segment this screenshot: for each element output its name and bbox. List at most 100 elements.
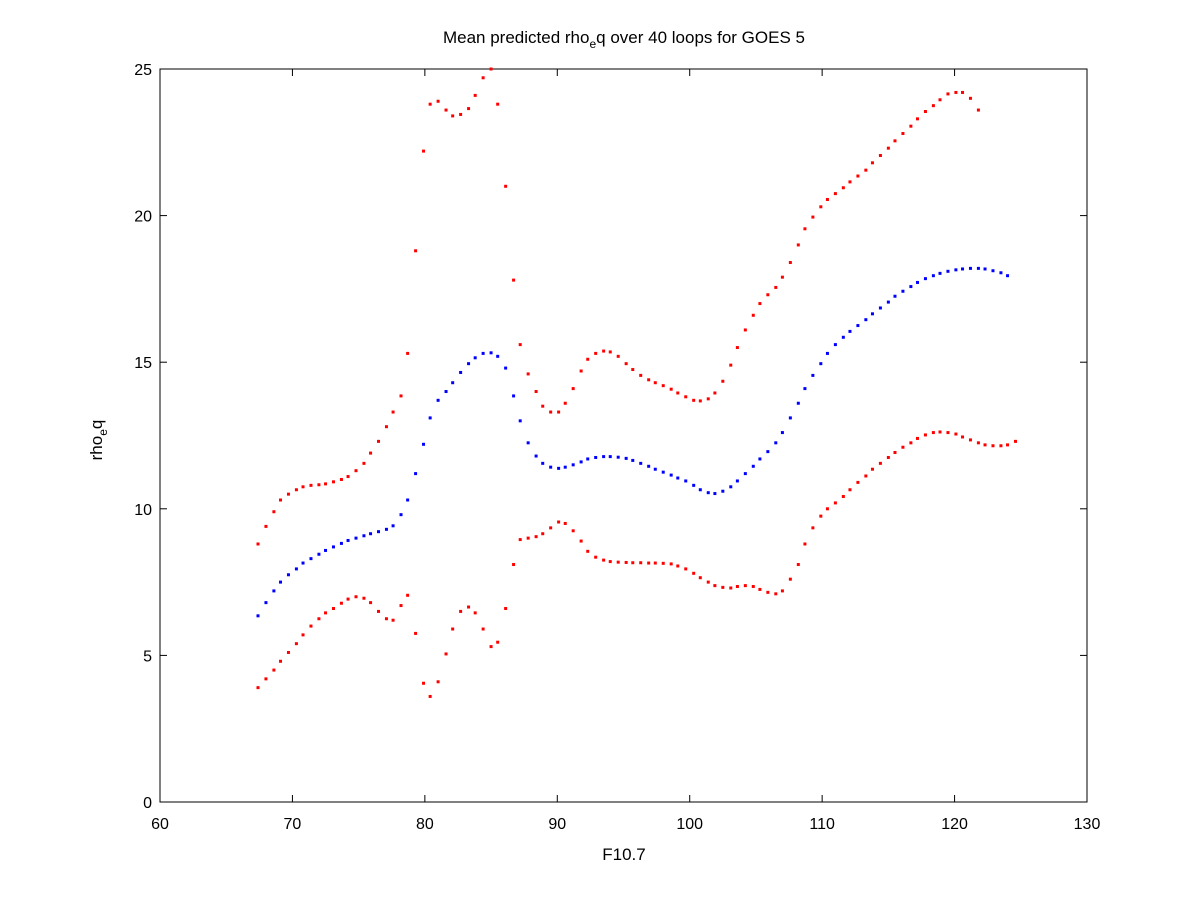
data-point	[377, 609, 381, 613]
x-tick-label: 120	[941, 816, 968, 833]
data-point	[339, 477, 343, 481]
x-tick-label: 110	[809, 816, 835, 833]
data-point	[489, 645, 493, 649]
data-point	[856, 324, 860, 328]
data-point	[833, 343, 837, 347]
data-point	[579, 369, 583, 373]
data-point	[631, 561, 635, 565]
data-point	[586, 357, 590, 361]
data-point	[886, 455, 890, 459]
data-point	[616, 455, 620, 459]
x-tick-label: 80	[416, 816, 434, 833]
data-point	[931, 104, 935, 108]
data-point	[451, 381, 455, 385]
data-point	[391, 524, 395, 528]
data-point	[915, 436, 919, 440]
data-point	[444, 390, 448, 394]
data-point	[504, 606, 508, 610]
data-point	[339, 601, 343, 605]
data-point	[639, 461, 643, 465]
data-point	[780, 589, 784, 593]
data-point	[901, 445, 905, 449]
data-point	[878, 461, 882, 465]
y-tick-label: 0	[143, 795, 152, 812]
data-point	[743, 584, 747, 588]
data-point	[317, 483, 321, 487]
data-point	[286, 573, 290, 577]
data-point	[354, 469, 358, 473]
data-point	[692, 571, 696, 575]
data-point	[774, 592, 778, 596]
data-point	[346, 597, 350, 601]
data-point	[751, 313, 755, 317]
data-point	[647, 464, 651, 468]
data-point	[735, 346, 739, 350]
data-point	[721, 379, 725, 383]
data-point	[653, 467, 657, 471]
data-point	[504, 184, 508, 188]
data-point	[856, 174, 860, 178]
data-point	[766, 293, 770, 297]
data-point	[436, 99, 440, 103]
data-point	[639, 373, 643, 377]
data-point	[496, 102, 500, 106]
data-point	[294, 642, 298, 646]
data-point	[286, 492, 290, 496]
data-point	[451, 627, 455, 631]
data-point	[864, 318, 868, 322]
data-point	[481, 76, 485, 80]
data-point	[647, 561, 651, 565]
data-point	[954, 268, 958, 272]
data-point	[631, 368, 635, 372]
data-point	[893, 451, 897, 455]
data-point	[803, 387, 807, 391]
x-axis-label: F10.7	[602, 845, 645, 864]
data-point	[399, 604, 403, 608]
data-point	[1006, 274, 1010, 278]
data-point	[406, 351, 410, 355]
data-point	[512, 278, 516, 282]
data-point	[631, 458, 635, 462]
data-point	[729, 485, 733, 489]
data-point	[735, 479, 739, 483]
data-point	[825, 197, 829, 201]
data-point	[780, 431, 784, 435]
data-point	[459, 609, 463, 613]
data-point	[473, 93, 477, 97]
series-1	[256, 67, 980, 546]
data-point	[563, 465, 567, 469]
data-point	[1006, 443, 1010, 447]
data-point	[961, 90, 965, 94]
data-point	[915, 280, 919, 284]
data-point	[803, 227, 807, 231]
data-point	[999, 271, 1003, 275]
data-point	[377, 530, 381, 534]
data-point	[692, 483, 696, 487]
data-point	[571, 463, 575, 467]
data-point	[923, 433, 927, 437]
data-point	[377, 439, 381, 443]
data-point	[354, 536, 358, 540]
data-point	[616, 560, 620, 564]
data-point	[803, 542, 807, 546]
data-point	[309, 624, 313, 628]
x-tick-label: 70	[284, 816, 302, 833]
data-point	[743, 328, 747, 332]
data-point	[901, 289, 905, 293]
data-point	[557, 520, 561, 524]
data-point	[624, 560, 628, 564]
x-axis: 60 70 80 90 100 110 120 130	[151, 69, 1100, 833]
data-point	[938, 430, 942, 434]
data-point	[878, 153, 882, 157]
data-point	[369, 532, 373, 536]
data-point	[563, 521, 567, 525]
data-point	[496, 354, 500, 358]
data-point	[870, 312, 874, 316]
data-point	[774, 441, 778, 445]
data-point	[557, 466, 561, 470]
data-point	[669, 387, 673, 391]
data-point	[938, 271, 942, 275]
data-point	[758, 587, 762, 591]
data-point	[780, 275, 784, 279]
data-point	[264, 677, 268, 681]
